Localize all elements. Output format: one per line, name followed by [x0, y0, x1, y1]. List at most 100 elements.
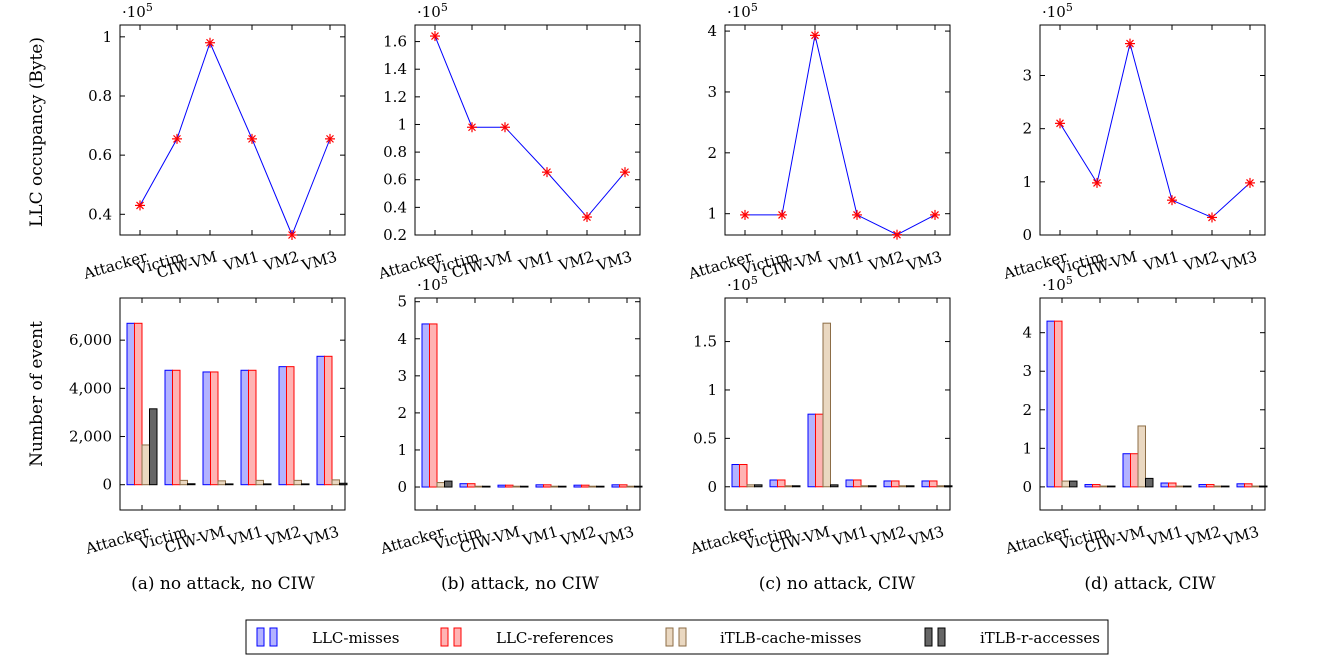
bar-llc-references: [1054, 320, 1063, 488]
bar-llc-misses: [1198, 484, 1207, 488]
y-tick-label: 1.2: [383, 88, 407, 106]
bar-itlb-cache-misses: [474, 485, 483, 488]
x-tick-label: VM2: [558, 523, 598, 550]
legend-item-llc-references: LLC-references: [440, 627, 614, 647]
y-tick-label: 0: [1022, 478, 1032, 496]
data-point: [852, 209, 862, 220]
data-point: [810, 30, 820, 41]
y-tick-label: 0.4: [383, 198, 407, 216]
y-tick-label: 1: [1022, 173, 1032, 191]
x-tick-label: VM2: [866, 248, 906, 275]
data-point-stroke: [288, 231, 296, 239]
y-tick-label: 0.8: [88, 87, 112, 105]
y-tick-label: 0.4: [88, 205, 112, 223]
bar-itlb-r-accesses: [558, 485, 567, 488]
data-point: [205, 37, 215, 48]
caption-b: (b) attack, no CIW: [441, 574, 599, 594]
bar-llc-references: [210, 371, 219, 486]
plot-frame: [119, 24, 346, 236]
caption-a: (a) no attack, no CIW: [131, 574, 315, 594]
bar-itlb-r-accesses: [187, 483, 196, 486]
bar-llc-misses: [883, 480, 892, 488]
y-tick-label: 2: [1022, 120, 1032, 138]
x-tick-label: VM3: [1221, 523, 1261, 550]
legend-item-itlb-cache-misses: iTLB-cache-misses: [665, 627, 861, 647]
bar-itlb-r-accesses: [1259, 485, 1268, 488]
legend-label-itlb-r-accesses: iTLB-r-accesses: [980, 629, 1100, 647]
bar-llc-misses: [807, 413, 816, 488]
caption-c: (c) no attack, CIW: [759, 574, 916, 594]
bar-llc-misses: [731, 464, 740, 488]
bar-llc-misses: [1122, 453, 1131, 488]
x-tick-label: VM1: [225, 523, 265, 550]
bar-itlb-r-accesses: [520, 485, 529, 488]
data-point: [892, 229, 902, 240]
legend-swatch-itlb-cache-misses: [665, 627, 674, 647]
y-tick-label: 0: [397, 478, 407, 496]
bar-itlb-cache-misses: [1213, 485, 1222, 488]
bar-llc-misses: [164, 369, 173, 486]
y-tick-label: 3: [707, 83, 717, 101]
bar-itlb-cache-misses: [626, 485, 635, 488]
bar-llc-misses: [769, 479, 778, 488]
data-point: [325, 133, 335, 144]
bar-itlb-r-accesses: [792, 485, 801, 488]
data-point: [740, 209, 750, 220]
y-tick-label: 1: [707, 381, 717, 399]
legend-swatch-llc-references: [440, 627, 449, 647]
x-tick-label: VM1: [520, 523, 560, 550]
y-tick-label: 0.6: [383, 171, 407, 189]
data-point: [1167, 195, 1177, 206]
data-point: [430, 31, 440, 42]
bar-llc-references: [467, 483, 476, 488]
x-tick-label: VM2: [263, 523, 303, 550]
axis-multiplier: ·105: [122, 1, 153, 21]
x-tick-label: VM3: [594, 248, 634, 275]
bar-llc-references: [891, 480, 900, 488]
x-tick-label: VM1: [221, 248, 261, 275]
data-point-stroke: [1168, 196, 1176, 205]
bar-itlb-cache-misses: [1175, 485, 1184, 488]
y-tick-label: 4,000: [69, 379, 112, 397]
data-point-stroke: [468, 123, 476, 132]
data-point-stroke: [811, 31, 819, 40]
bar-itlb-r-accesses: [868, 485, 877, 488]
bar-llc-misses: [278, 366, 287, 486]
data-point: [172, 133, 182, 144]
y-tick-label: 5: [397, 293, 407, 311]
data-point: [135, 200, 145, 211]
bar-itlb-cache-misses: [1137, 425, 1146, 488]
bar-itlb-cache-misses: [822, 322, 831, 488]
bar-itlb-r-accesses: [482, 485, 491, 488]
data-point: [287, 230, 297, 240]
bar-itlb-r-accesses: [596, 485, 605, 488]
bar-itlb-cache-misses: [141, 444, 150, 486]
chart-bottom-2: 00.511.5·105AttackerVictimCIW-VMVM1VM2VM…: [688, 274, 953, 558]
bar-itlb-cache-misses: [898, 485, 907, 488]
plot-frame: [119, 297, 346, 511]
y-tick-label: 2: [707, 144, 717, 162]
axis-multiplier: ·105: [417, 274, 448, 294]
bar-itlb-r-accesses: [1145, 477, 1154, 488]
bar-itlb-r-accesses: [339, 482, 348, 486]
legend-swatch-llc-misses: [256, 627, 265, 647]
x-tick-label: VM3: [596, 523, 636, 550]
series-line: [139, 41, 331, 237]
bar-itlb-cache-misses: [331, 479, 340, 486]
bar-llc-references: [1244, 483, 1253, 488]
bar-itlb-r-accesses: [263, 483, 272, 486]
data-point-stroke: [248, 134, 256, 143]
bar-llc-misses: [316, 355, 325, 486]
axis-multiplier: ·105: [727, 274, 758, 294]
data-point: [467, 122, 477, 133]
data-point: [620, 167, 630, 178]
legend-swatch-llc-misses: [269, 627, 278, 647]
y-tick-label: 1.6: [383, 33, 407, 51]
y-tick-label: 1.5: [693, 333, 717, 351]
ylabel-top: LLC occupancy (Byte): [27, 37, 47, 227]
bar-llc-references: [172, 369, 181, 486]
